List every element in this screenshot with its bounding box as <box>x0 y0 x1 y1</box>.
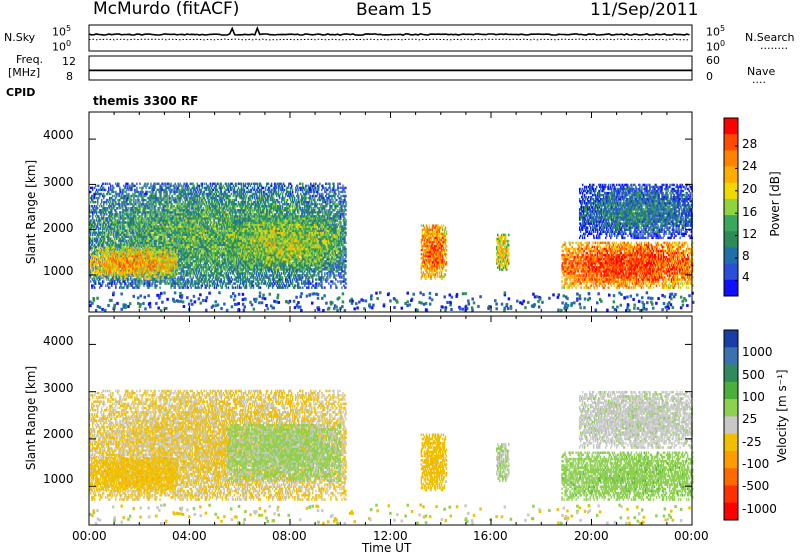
power-cell <box>154 183 155 185</box>
power-cell <box>120 211 121 213</box>
power-cell <box>150 183 151 185</box>
power-cell <box>113 191 114 193</box>
power-cell <box>147 191 148 193</box>
power-cell <box>95 280 96 282</box>
power-cell <box>105 183 106 185</box>
power-cell <box>202 183 203 185</box>
power-cell <box>136 187 137 189</box>
power-cell <box>97 207 98 209</box>
power-cell <box>141 280 142 282</box>
power-cell <box>218 284 219 286</box>
power-cell <box>101 199 102 201</box>
power-cell <box>103 183 104 185</box>
power-cell <box>147 183 148 185</box>
power-cell <box>127 183 128 185</box>
power-cell <box>95 185 96 187</box>
power-cell <box>199 185 200 187</box>
power-cell <box>156 284 157 286</box>
power-cell <box>183 270 184 272</box>
power-cell <box>90 191 91 193</box>
power-cell <box>110 185 111 187</box>
power-cell <box>105 284 106 286</box>
power-cell <box>221 278 222 280</box>
power-cell <box>94 286 95 288</box>
power-cell <box>119 203 120 205</box>
power-cell <box>95 201 96 203</box>
power-cell <box>107 183 108 185</box>
power-cell <box>134 185 135 187</box>
power-cell <box>166 191 167 193</box>
power-cell <box>92 187 93 189</box>
power-cell <box>94 219 95 221</box>
power-cell <box>90 280 91 282</box>
power-cell <box>104 195 105 197</box>
power-cell <box>221 183 222 185</box>
power-cell <box>131 199 132 201</box>
power-cell <box>136 183 137 185</box>
power-cell <box>124 225 125 227</box>
power-cell <box>139 187 140 189</box>
power-cell <box>120 189 121 191</box>
power-cell <box>118 183 119 185</box>
power-cell <box>98 185 99 187</box>
power-cell <box>113 187 114 189</box>
power-cell <box>199 286 200 288</box>
power-cell <box>157 280 158 282</box>
power-cell <box>206 201 207 203</box>
power-cell <box>117 213 118 215</box>
power-cell <box>109 286 110 288</box>
power-cell <box>204 183 205 185</box>
power-cell <box>103 280 104 282</box>
power-cell <box>139 183 140 185</box>
power-cell <box>210 183 211 185</box>
power-cell <box>162 183 163 185</box>
power-cell <box>159 286 160 288</box>
power-cell <box>108 187 109 189</box>
power-cell <box>128 278 129 280</box>
power-cell <box>135 199 136 201</box>
power-cell <box>210 284 211 286</box>
power-cell <box>194 185 195 187</box>
power-cell <box>112 195 113 197</box>
power-cell <box>105 189 106 191</box>
power-cell <box>187 286 188 288</box>
power-cell <box>128 193 129 195</box>
power-cell <box>170 183 171 185</box>
power-cell <box>90 215 91 217</box>
power-cell <box>106 213 107 215</box>
